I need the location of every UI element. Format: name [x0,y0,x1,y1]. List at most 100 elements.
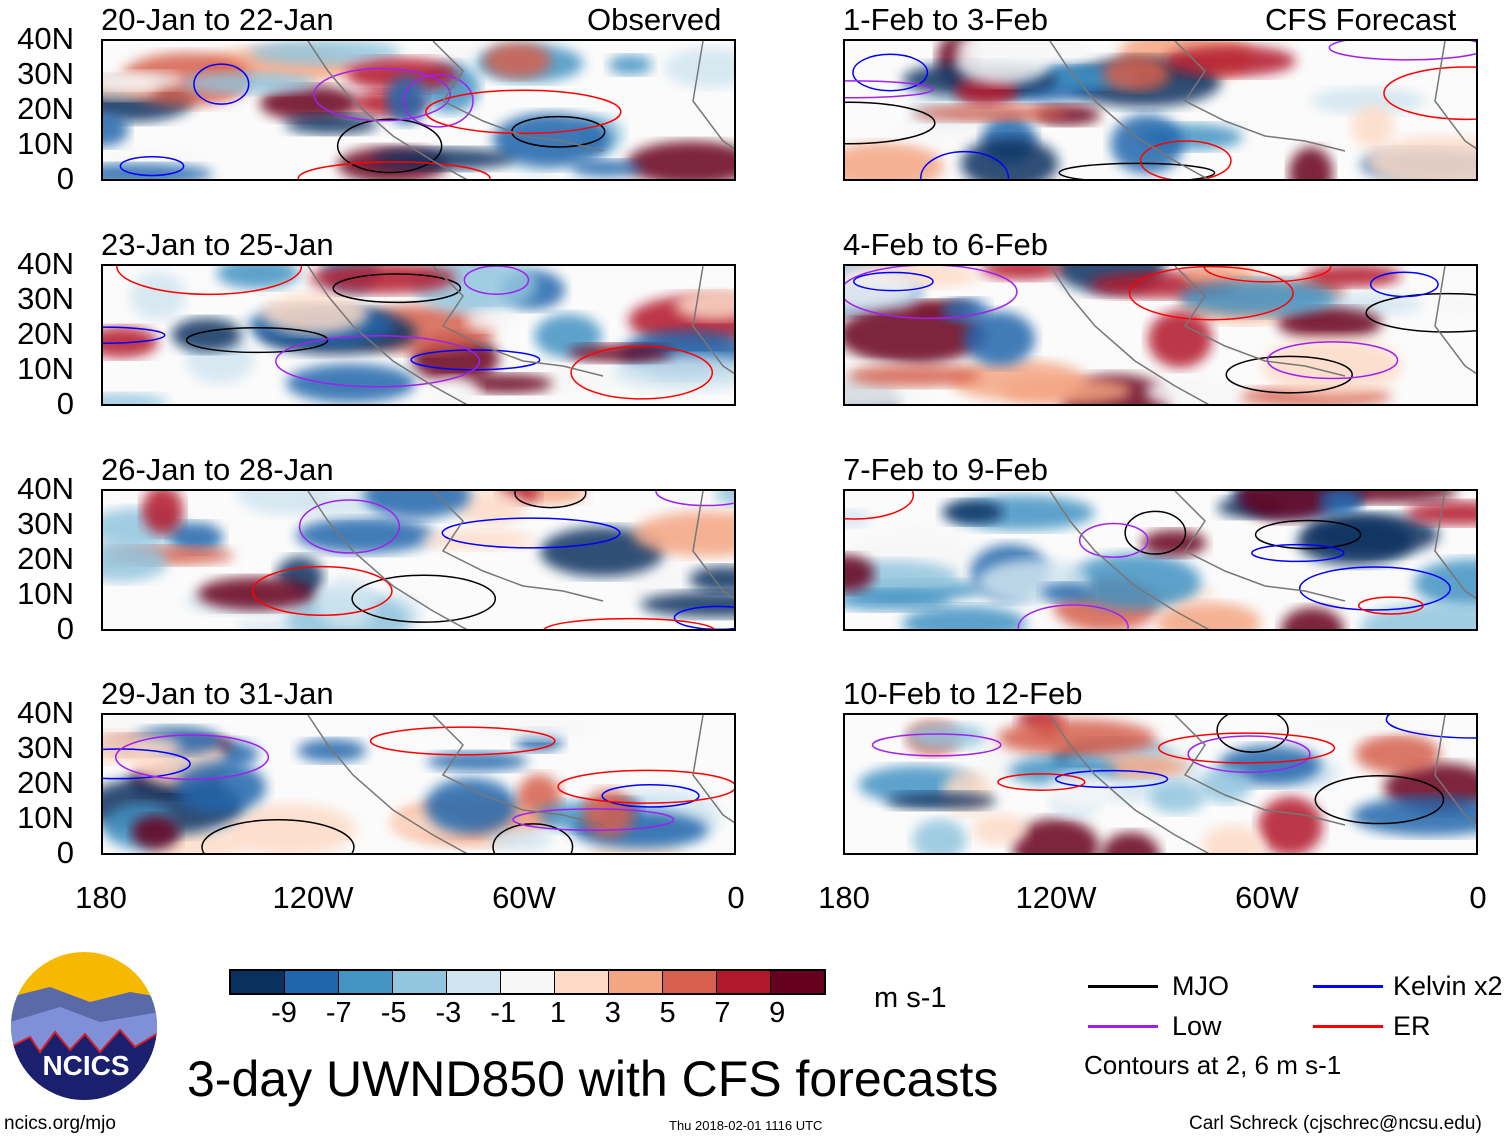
wind-anomaly-blob [103,541,168,582]
wind-anomaly-blob [1013,818,1100,853]
footer-url[interactable]: ncics.org/mjo [4,1113,116,1134]
contour-line [570,345,714,400]
contour-line [425,89,622,135]
contour-line [441,517,621,549]
lat-tick: 30N [17,730,74,765]
wind-anomaly-blob [997,719,1156,757]
wind-anomaly-blob [1102,56,1171,92]
colorbar-label: -7 [325,997,352,1029]
legend-kelvin-label: Kelvin x2 [1393,971,1503,1001]
contour-line [1314,774,1445,825]
wind-anomaly-blob [1202,824,1264,853]
colorbar-label: -3 [435,997,462,1029]
contour-line [1128,266,1294,321]
wind-anomaly-blob [171,317,242,352]
coastline [1049,41,1476,179]
contour-line [1157,732,1336,764]
contour-note: Contours at 2, 6 m s-1 [1084,1050,1342,1080]
lon-tick-left: 180 [75,880,127,915]
colorbar-units: m s-1 [874,982,947,1014]
wind-anomaly-blob [674,290,734,321]
wind-anomaly-blob [1148,310,1213,368]
contour-line [673,605,734,629]
panel-title: 7-Feb to 9-Feb [843,452,1049,487]
panel-title: 4-Feb to 6-Feb [843,227,1049,262]
colorbar-swatch [717,971,771,993]
wind-anomaly-blob [484,42,551,79]
wind-anomaly-blob [1067,553,1202,611]
lat-tick: 0 [56,161,74,196]
wind-anomaly-blob [1413,559,1476,608]
lon-tick-left: 0 [727,880,745,915]
wind-anomaly-blob [1261,336,1402,396]
lat-tick: 10N [17,576,74,611]
wind-anomaly-blob [1165,45,1296,77]
wind-anomaly-blob [386,75,428,125]
wind-anomaly-blob [1351,795,1476,836]
contour-line [1187,735,1311,773]
wind-anomaly-blob [103,71,186,91]
contour-line [313,67,452,122]
contour-line [351,574,497,623]
wind-anomaly-blob [963,311,1036,367]
lat-tick: 20N [17,541,74,576]
lat-tick: 40N [17,21,74,56]
wind-anomaly-blob [660,493,734,514]
contour-line [116,266,303,296]
legend-mjo-label: MJO [1172,971,1229,1001]
map-panel [101,489,736,631]
wind-anomaly-blob [949,360,1087,401]
colorbar-swatch [285,971,339,993]
contour-line [298,499,401,554]
lat-tick: 40N [17,471,74,506]
panel-title: 26-Jan to 28-Jan [101,452,334,487]
colorbar-swatch [609,971,663,993]
contour-line [1358,596,1424,615]
lon-tick-left: 60W [492,880,556,915]
wind-anomaly-blob [845,554,875,593]
wind-anomaly-blob [845,305,986,365]
colorbar-label: 5 [659,997,676,1029]
map-panel [101,264,736,406]
wind-anomaly-blob [169,522,224,553]
wind-anomaly-blob [1436,295,1476,319]
contour-line [297,161,491,179]
contour-line [514,491,587,509]
lat-tick: 20N [17,91,74,126]
wind-anomaly-blob [1355,734,1441,774]
contour-line [1078,522,1149,558]
wind-anomaly-blob [309,266,457,294]
contour-line [332,273,462,304]
map-panel [101,39,736,181]
colorbar-swatch [663,971,717,993]
observed-label: Observed [587,2,722,37]
wind-anomaly-blob [1281,607,1344,629]
wind-anomaly-blob [419,529,536,551]
forecast-label: CFS Forecast [1265,2,1457,37]
wind-anomaly-blob [715,491,734,506]
panel-title: 20-Jan to 22-Jan [101,2,334,37]
wind-anomaly-blob [459,374,553,394]
wind-anomaly-blob [1297,715,1424,734]
contour-line [1328,41,1476,61]
wind-anomaly-blob [1045,771,1118,809]
lat-tick: 10N [17,126,74,161]
lat-tick: 10N [17,800,74,835]
colorbar-label: -9 [271,997,297,1029]
wind-anomaly-blob [1101,832,1160,853]
contour-line [1383,66,1476,121]
coastline [307,266,734,404]
colorbar-label: -1 [490,997,517,1029]
wind-anomaly-blob [906,723,987,750]
wind-anomaly-blob [176,761,267,814]
wind-anomaly-blob [197,576,314,611]
wind-anomaly-blob [971,813,1028,846]
wind-anomaly-blob [284,114,378,135]
colorbar-swatch [447,971,501,993]
panel-title: 10-Feb to 12-Feb [843,676,1083,711]
wind-anomaly-blob [103,112,129,147]
wind-anomaly-blob [426,751,528,772]
footer-timestamp: Thu 2018-02-01 1116 UTC [669,1118,823,1133]
wind-anomaly-blob [613,355,734,391]
contour-line [1369,271,1439,298]
